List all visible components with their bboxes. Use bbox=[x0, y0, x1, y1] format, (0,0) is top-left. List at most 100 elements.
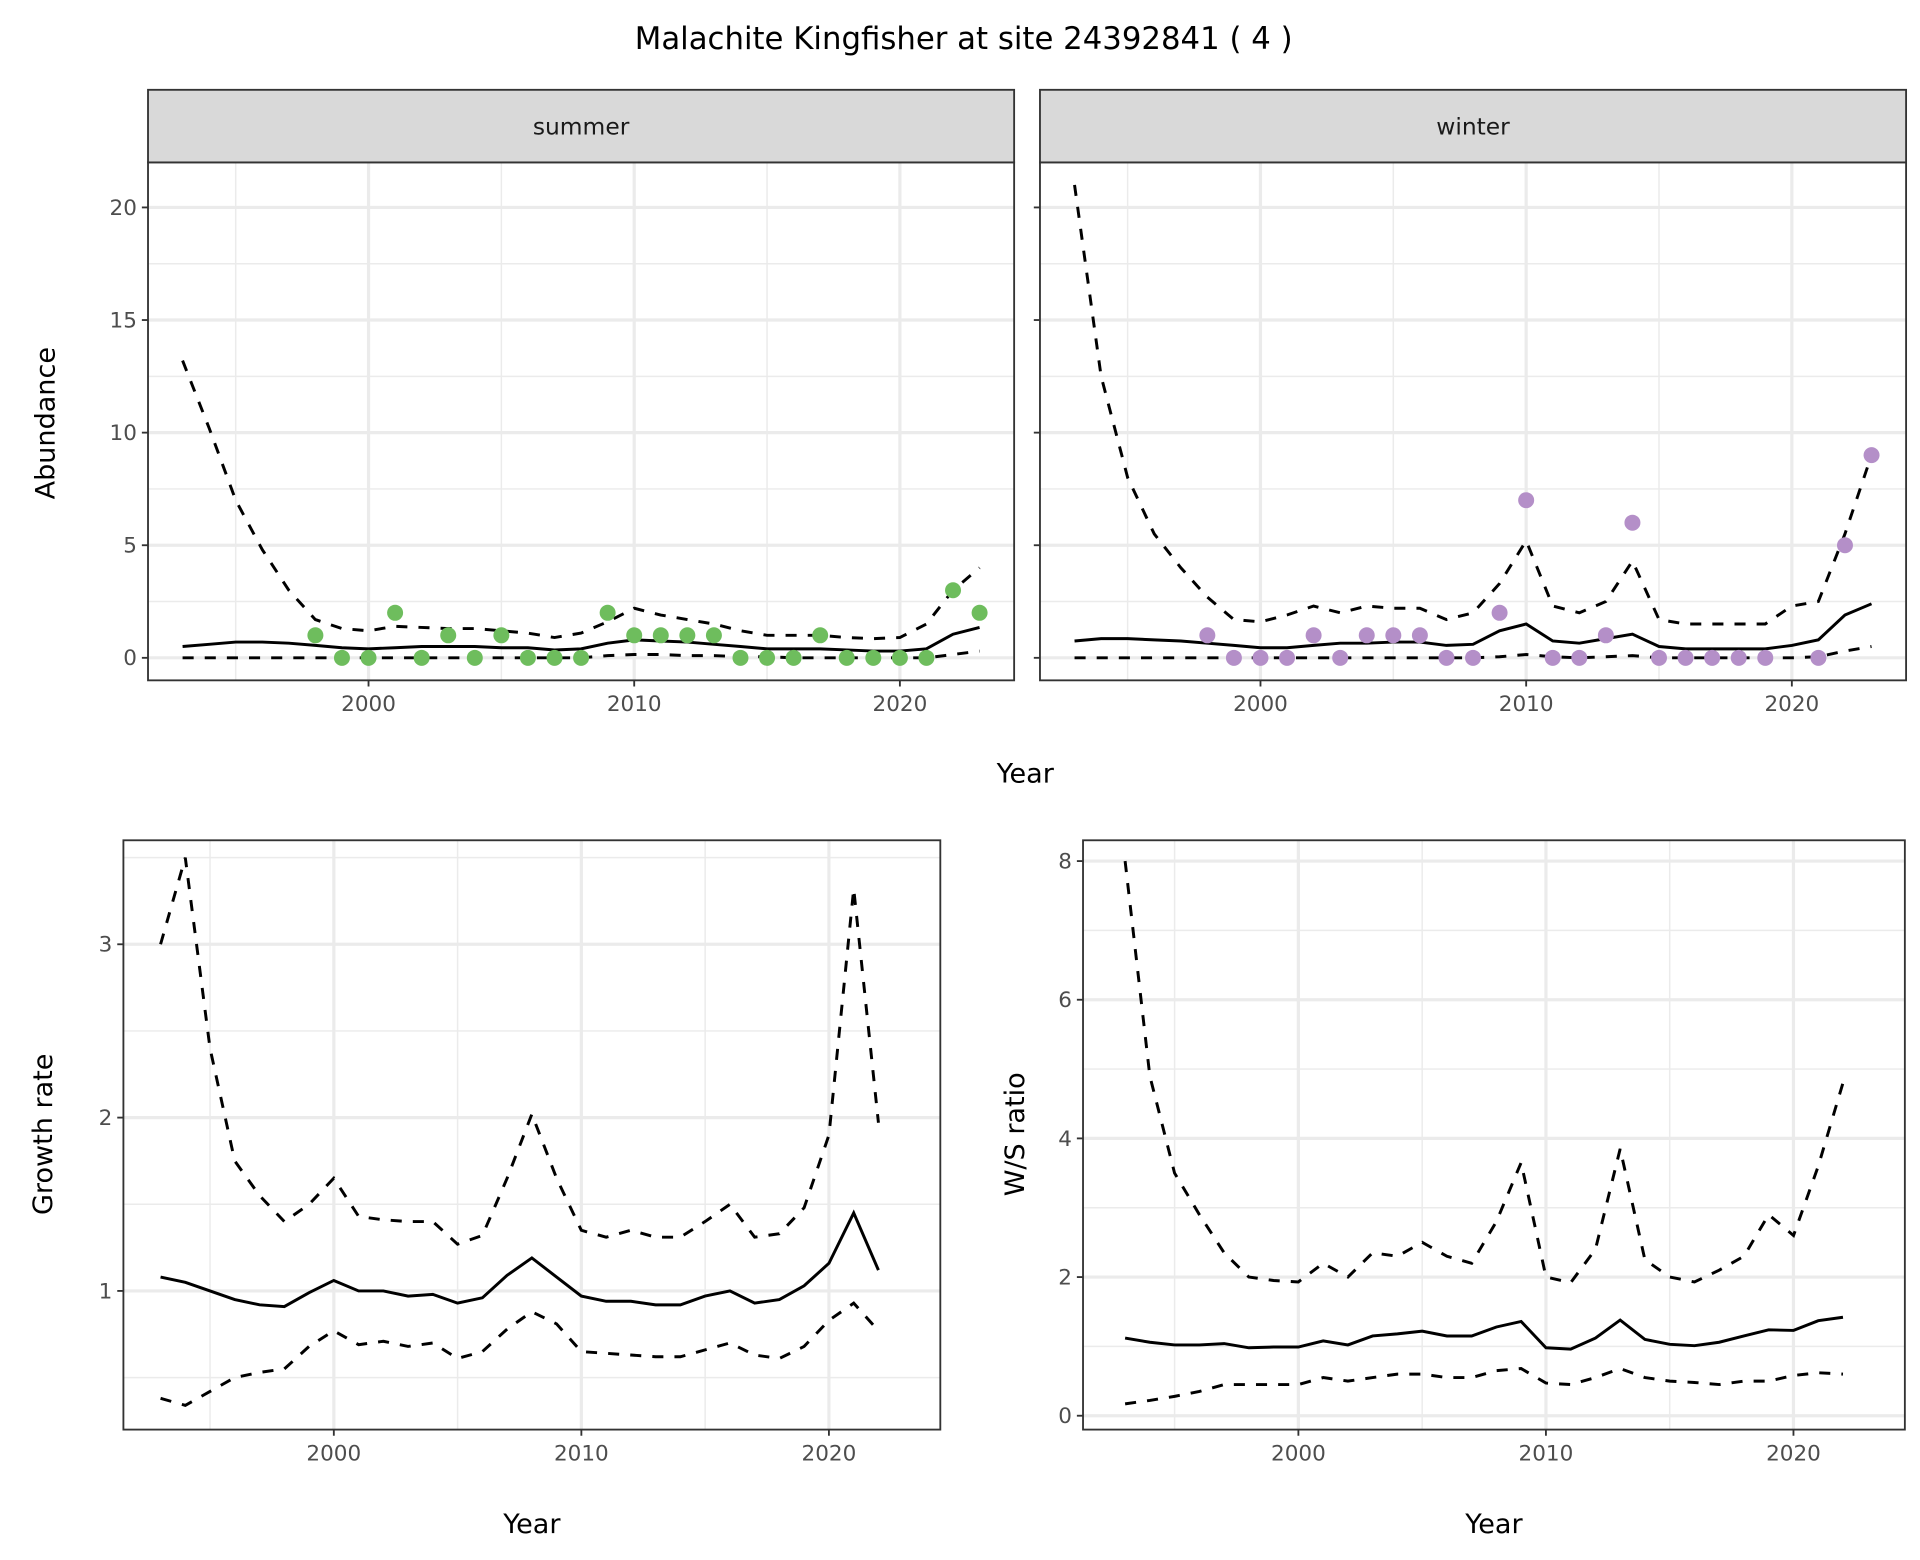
summer-observed-point bbox=[732, 649, 749, 666]
summer-observed-point bbox=[360, 649, 377, 666]
winter-observed-point bbox=[1518, 492, 1535, 509]
summer-observed-point bbox=[519, 649, 536, 666]
growth-lower-line bbox=[160, 1301, 880, 1407]
winter-observed-point bbox=[1279, 649, 1296, 666]
winter-observed-point bbox=[1810, 649, 1827, 666]
summer-observed-point bbox=[573, 649, 590, 666]
winter-observed-point bbox=[1385, 627, 1402, 644]
ws-plot-background bbox=[1083, 840, 1905, 1430]
summer-panel: 0 5 10 15 20 2000 2010 2020 summer bbox=[110, 88, 1016, 717]
winter-observed-point bbox=[1465, 649, 1482, 666]
winter-observed-point bbox=[1225, 649, 1242, 666]
winter-upper-line bbox=[1073, 184, 1873, 626]
winter-observed-point bbox=[1863, 447, 1880, 464]
winter-observed-point bbox=[1677, 649, 1694, 666]
winter-observed-point bbox=[1704, 649, 1721, 666]
summer-observed-point bbox=[333, 649, 350, 666]
summer-y-tick-label: 20 bbox=[110, 196, 137, 221]
winter-observed-point bbox=[1332, 649, 1349, 666]
winter-observed-point bbox=[1597, 627, 1614, 644]
ws-y-tick-label: 2 bbox=[1058, 1265, 1072, 1290]
growth-mean-line bbox=[160, 1209, 880, 1309]
ws-y-tick-label: 6 bbox=[1058, 988, 1072, 1013]
summer-observed-point bbox=[413, 649, 430, 666]
ws-x-axis-label: Year bbox=[1464, 1509, 1523, 1540]
summer-y-tick-label: 5 bbox=[123, 534, 137, 559]
summer-x-tick-label: 2000 bbox=[341, 692, 396, 717]
winter-observed-point bbox=[1252, 649, 1269, 666]
growth-y-tick-label: 3 bbox=[99, 933, 113, 958]
winter-observed-point bbox=[1571, 649, 1588, 666]
figure-title: Malachite Kingfisher at site 24392841 ( … bbox=[635, 21, 1293, 57]
summer-observed-point bbox=[466, 649, 483, 666]
ws-x-tick-label: 2000 bbox=[1271, 1441, 1326, 1466]
winter-strip bbox=[1039, 88, 1908, 164]
ws-y-tick-label: 0 bbox=[1058, 1404, 1072, 1429]
ws-panel-border bbox=[1082, 839, 1906, 1431]
summer-upper-line bbox=[181, 360, 981, 641]
summer-observed-point bbox=[546, 649, 563, 666]
summer-observed-point bbox=[759, 649, 776, 666]
summer-observed-point bbox=[971, 604, 988, 621]
summer-observed-point bbox=[838, 649, 855, 666]
summer-y-tick-label: 0 bbox=[123, 646, 137, 671]
winter-plot-background bbox=[1039, 162, 1907, 681]
summer-y-tick-label: 10 bbox=[110, 421, 137, 446]
winter-x-tick-label: 2000 bbox=[1233, 692, 1288, 717]
summer-observed-point bbox=[307, 627, 324, 644]
growth-plot-background bbox=[123, 840, 941, 1430]
summer-observed-point bbox=[387, 604, 404, 621]
top-x-axis-label: Year bbox=[996, 758, 1055, 789]
winter-strip-label: winter bbox=[1436, 113, 1510, 141]
winter-observed-point bbox=[1358, 627, 1375, 644]
winter-observed-point bbox=[1411, 627, 1428, 644]
summer-x-tick-label: 2010 bbox=[607, 692, 662, 717]
ws-y-axis-label: W/S ratio bbox=[1000, 1072, 1031, 1196]
summer-observed-point bbox=[493, 627, 510, 644]
top-y-axis-label: Abundance bbox=[31, 347, 62, 499]
summer-observed-point bbox=[626, 627, 643, 644]
growth-y-tick-label: 1 bbox=[99, 1279, 113, 1304]
winter-observed-point bbox=[1624, 514, 1641, 531]
growth-y-tick-label: 2 bbox=[99, 1106, 113, 1131]
summer-observed-point bbox=[705, 627, 722, 644]
ws-x-tick-label: 2020 bbox=[1766, 1441, 1821, 1466]
ws-y-tick-label: 4 bbox=[1058, 1127, 1072, 1152]
winter-observed-point bbox=[1305, 627, 1322, 644]
summer-observed-point bbox=[679, 627, 696, 644]
summer-observed-point bbox=[652, 627, 669, 644]
ws-panel: 0 2 4 6 8 2000 2010 2020 bbox=[1058, 839, 1906, 1466]
winter-observed-point bbox=[1544, 649, 1561, 666]
ws-x-tick-label: 2010 bbox=[1519, 1441, 1574, 1466]
ws-lower-line bbox=[1124, 1366, 1844, 1406]
summer-plot-background bbox=[148, 162, 1015, 681]
summer-observed-point bbox=[440, 627, 457, 644]
winter-observed-point bbox=[1438, 649, 1455, 666]
summer-strip bbox=[147, 88, 1016, 164]
winter-x-tick-label: 2020 bbox=[1764, 692, 1819, 717]
summer-observed-point bbox=[918, 649, 935, 666]
growth-x-axis-label: Year bbox=[502, 1509, 561, 1540]
growth-x-tick-label: 2010 bbox=[554, 1441, 609, 1466]
summer-observed-point bbox=[599, 604, 616, 621]
summer-x-tick-label: 2020 bbox=[873, 692, 928, 717]
winter-observed-point bbox=[1836, 537, 1853, 554]
winter-observed-point bbox=[1651, 649, 1668, 666]
summer-observed-point bbox=[891, 649, 908, 666]
winter-observed-point bbox=[1757, 649, 1774, 666]
summer-observed-point bbox=[785, 649, 802, 666]
growth-panel: 1 2 3 2000 2010 2020 bbox=[99, 839, 942, 1466]
summer-strip-label: summer bbox=[533, 113, 630, 141]
ws-mean-line bbox=[1124, 1315, 1844, 1351]
winter-x-tick-label: 2010 bbox=[1499, 692, 1554, 717]
winter-panel: 2000 2010 2020 winter bbox=[1033, 88, 1908, 717]
growth-panel-border bbox=[122, 839, 942, 1431]
summer-y-tick-label: 15 bbox=[110, 308, 137, 333]
growth-upper-line bbox=[159, 857, 880, 1246]
summer-observed-point bbox=[945, 582, 962, 599]
summer-observed-point bbox=[865, 649, 882, 666]
winter-observed-point bbox=[1730, 649, 1747, 666]
summer-observed-point bbox=[812, 627, 829, 644]
growth-y-axis-label: Growth rate bbox=[28, 1054, 59, 1215]
